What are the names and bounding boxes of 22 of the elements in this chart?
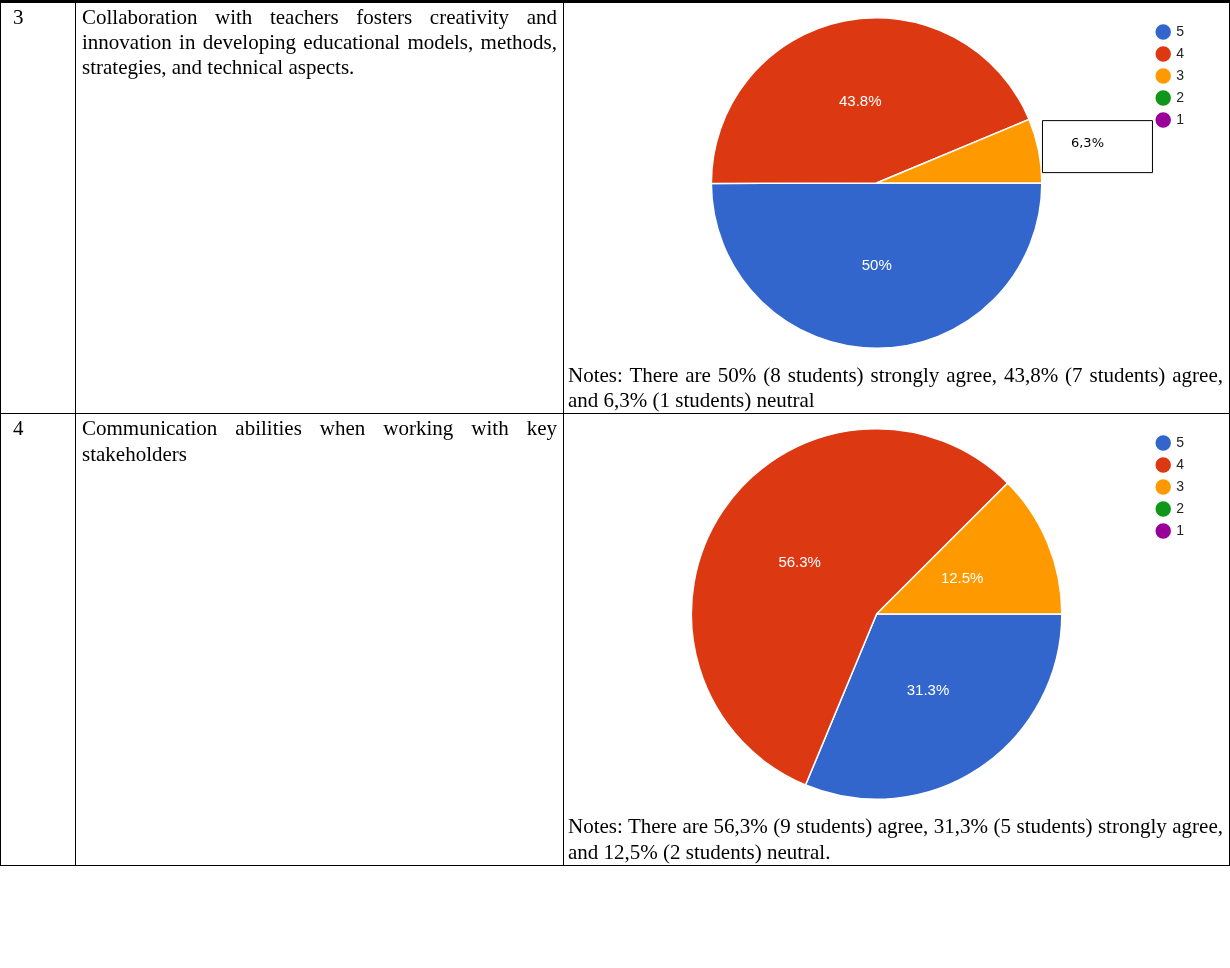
legend-label: 2 [1176, 500, 1185, 517]
legend-label: 5 [1176, 22, 1185, 39]
text: 4 [0, 413, 76, 866]
data-label: 56.3% [778, 552, 821, 570]
text: Notes: There are 50% (8 students) strongly agree, 43,8% (7 students) agree, and 6,3% (1 students) neutral [568, 363, 1223, 414]
data-label: 50% [861, 255, 892, 273]
legend-label: 1 [1176, 110, 1185, 127]
data-label: 31.3% [906, 681, 950, 699]
legend-label: 2 [1176, 88, 1185, 105]
text: 3 [0, 1, 76, 414]
legend-label: 3 [1176, 478, 1185, 495]
legend-label: 3 [1176, 66, 1185, 83]
text: Communication abilities when working with key stakeholders [75, 413, 564, 866]
legend-label: 4 [1176, 44, 1185, 61]
data-label: 6,3% [1070, 134, 1104, 150]
legend-label: 5 [1176, 434, 1185, 451]
legend-label: 1 [1176, 522, 1185, 539]
data-label: 12.5% [940, 569, 984, 587]
legend-label: 4 [1176, 456, 1185, 473]
data-label: 43.8% [838, 92, 882, 110]
text: Notes: There are 56,3% (9 students) agree, 31,3% (5 students) strongly agree, and 12,5% (2 students) neutral. [568, 814, 1223, 865]
text: Collaboration with teachers fosters creativity and innovation in developing educational models, methods, strategies, and technical aspects. [75, 1, 564, 414]
